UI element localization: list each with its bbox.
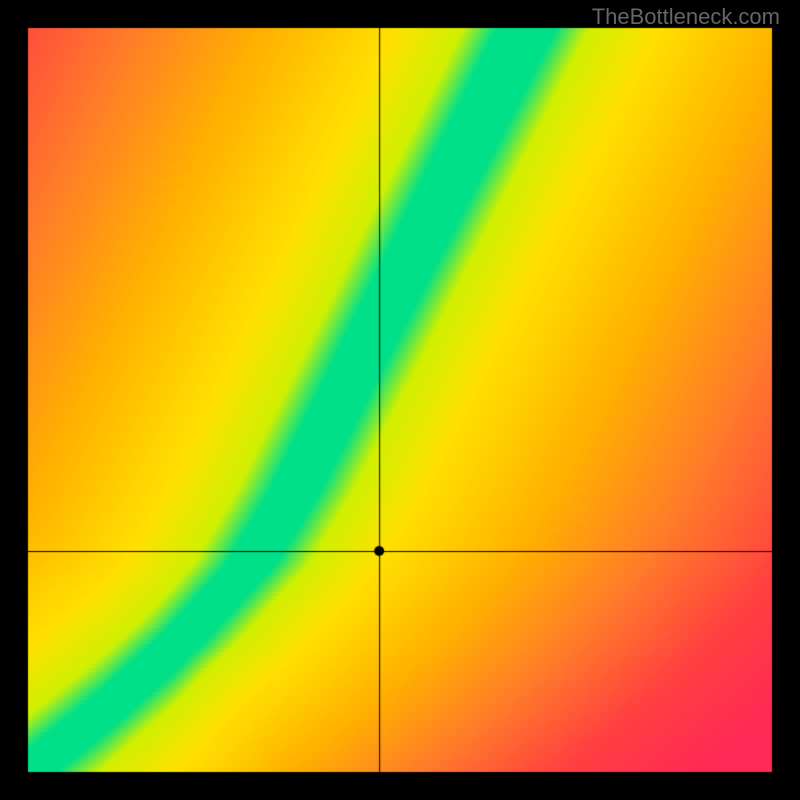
chart-container: TheBottleneck.com bbox=[0, 0, 800, 800]
heatmap-canvas bbox=[0, 0, 800, 800]
watermark-text: TheBottleneck.com bbox=[592, 4, 780, 30]
